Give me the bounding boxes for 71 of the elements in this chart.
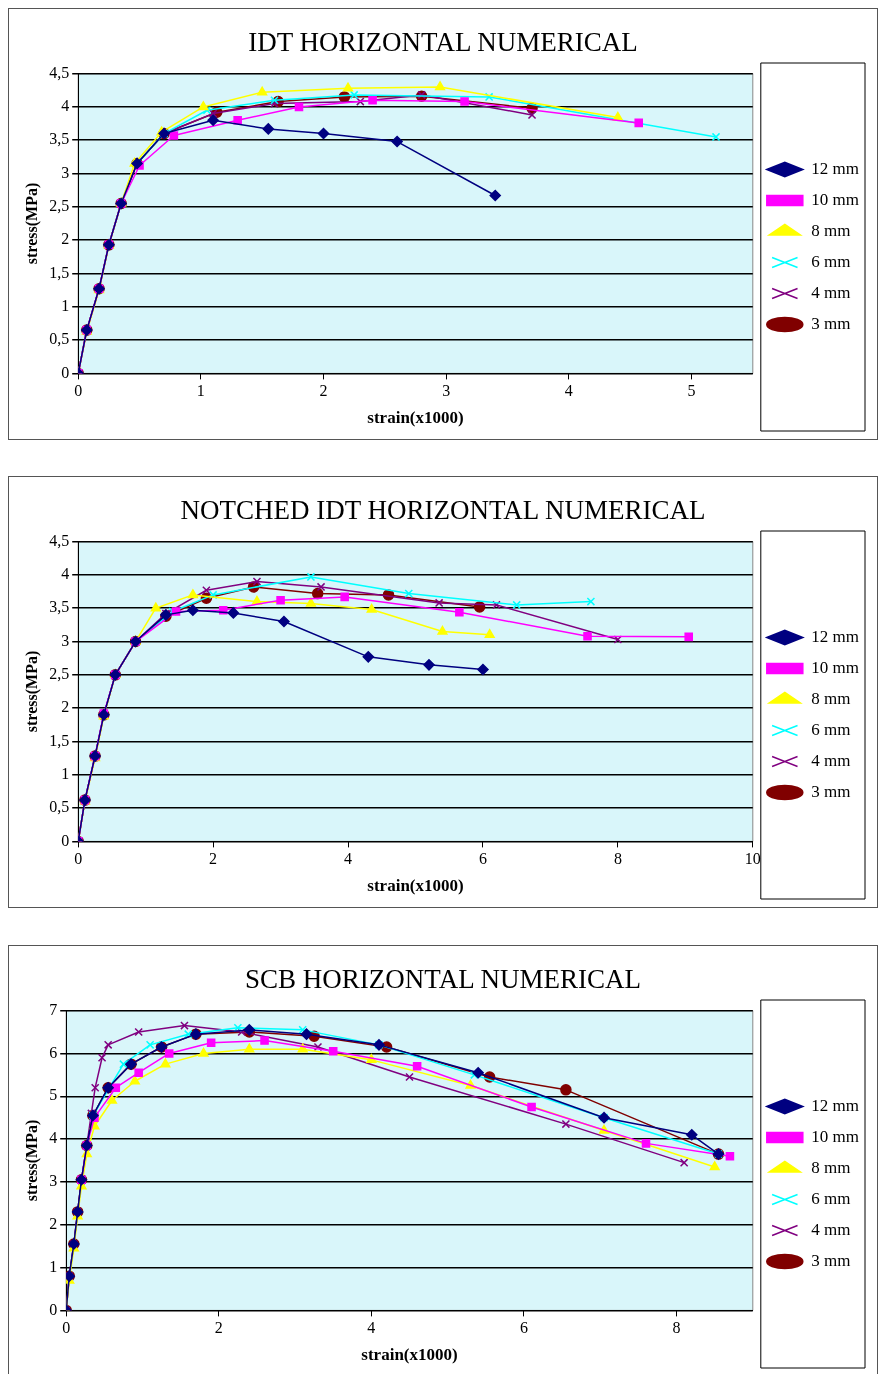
- legend-label: 10 mm: [811, 657, 860, 677]
- y-tick-label: 2,5: [49, 197, 70, 215]
- legend-label: 3 mm: [811, 1250, 851, 1270]
- legend-label: 4 mm: [811, 750, 851, 770]
- y-tick-label: 3,5: [49, 598, 70, 616]
- legend-label: 6 mm: [811, 1188, 851, 1208]
- chart-title: SCB HORIZONTAL NUMERICAL: [244, 963, 642, 996]
- y-tick-label: 1: [49, 1257, 58, 1275]
- x-axis-title: strain(x1000): [367, 876, 464, 896]
- y-tick-label: 1: [61, 296, 70, 314]
- y-tick-label: 2,5: [49, 665, 70, 683]
- legend-label: 8 mm: [811, 220, 851, 240]
- y-tick-label: 6: [49, 1043, 58, 1061]
- legend-label: 8 mm: [811, 688, 851, 708]
- y-tick-label: 1,5: [49, 263, 70, 281]
- y-tick-label: 0,5: [49, 330, 70, 348]
- x-tick-label: 0: [74, 382, 83, 400]
- y-tick-label: 4,5: [49, 531, 70, 549]
- y-tick-label: 4: [49, 1129, 58, 1147]
- y-tick-label: 0: [61, 831, 70, 849]
- y-axis-title: stress(MPa): [22, 182, 41, 265]
- y-tick-label: 3: [61, 631, 70, 649]
- y-tick-label: 0,5: [49, 798, 70, 816]
- x-tick-label: 4: [344, 850, 353, 868]
- x-tick-label: 2: [209, 850, 218, 868]
- x-tick-label: 8: [672, 1319, 681, 1337]
- x-tick-label: 0: [74, 850, 83, 868]
- x-tick-label: 5: [687, 382, 696, 400]
- x-tick-label: 4: [367, 1319, 376, 1337]
- legend-label: 8 mm: [811, 1157, 851, 1177]
- legend-label: 3 mm: [811, 313, 851, 333]
- x-axis-title: strain(x1000): [367, 408, 464, 428]
- y-axis-title: stress(MPa): [22, 650, 41, 733]
- y-tick-label: 4: [61, 97, 70, 115]
- x-tick-label: 1: [196, 382, 205, 400]
- y-axis-title: stress(MPa): [22, 1119, 41, 1202]
- legend-label: 6 mm: [811, 251, 851, 271]
- y-tick-label: 3: [49, 1172, 58, 1190]
- legend-label: 4 mm: [811, 282, 851, 302]
- legend-label: 6 mm: [811, 719, 851, 739]
- x-axis-title: strain(x1000): [361, 1345, 458, 1365]
- y-tick-label: 1,5: [49, 731, 70, 749]
- legend-label: 12 mm: [811, 1095, 860, 1115]
- y-tick-label: 3: [61, 163, 70, 181]
- x-tick-label: 2: [214, 1319, 223, 1337]
- legend-label: 12 mm: [811, 626, 860, 646]
- x-tick-label: 6: [478, 850, 487, 868]
- x-tick-label: 8: [613, 850, 622, 868]
- x-tick-label: 2: [319, 382, 328, 400]
- legend-label: 4 mm: [811, 1219, 851, 1239]
- y-tick-label: 7: [49, 1000, 58, 1018]
- chart-title: IDT HORIZONTAL NUMERICAL: [247, 26, 639, 59]
- legend-label: 10 mm: [811, 189, 860, 209]
- y-tick-label: 2: [61, 230, 70, 248]
- x-tick-label: 10: [744, 850, 761, 868]
- y-tick-label: 2: [49, 1214, 58, 1232]
- y-tick-label: 4: [61, 565, 70, 583]
- x-tick-label: 3: [442, 382, 451, 400]
- legend-label: 10 mm: [811, 1126, 860, 1146]
- chart-title: NOTCHED IDT HORIZONTAL NUMERICAL: [179, 494, 707, 527]
- y-tick-label: 4,5: [49, 63, 70, 81]
- y-tick-label: 0: [49, 1300, 58, 1318]
- legend-label: 12 mm: [811, 158, 860, 178]
- legend-label: 3 mm: [811, 781, 851, 801]
- x-tick-label: 6: [519, 1319, 528, 1337]
- y-tick-label: 5: [49, 1086, 58, 1104]
- y-tick-label: 1: [61, 764, 70, 782]
- y-tick-label: 2: [61, 698, 70, 716]
- y-tick-label: 0: [61, 363, 70, 381]
- x-tick-label: 4: [564, 382, 573, 400]
- y-tick-label: 3,5: [49, 130, 70, 148]
